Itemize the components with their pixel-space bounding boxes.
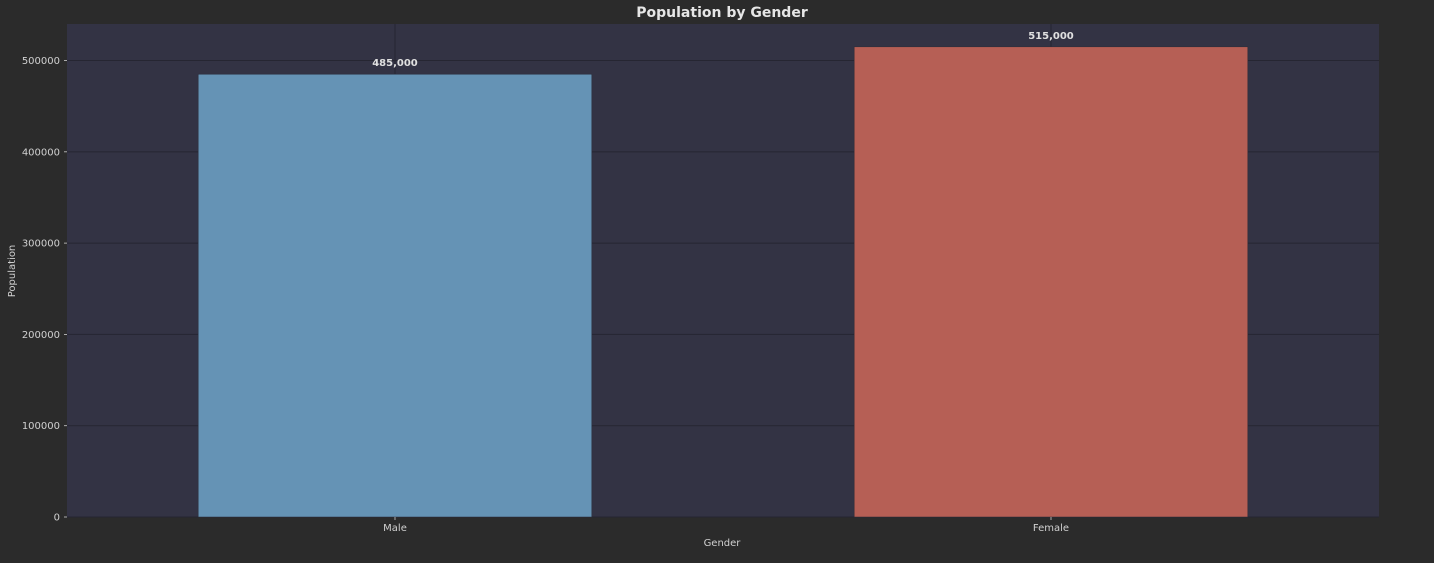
x-axis-ticks: Male Female [383, 517, 1069, 534]
x-tick-label-female: Female [1033, 523, 1069, 534]
y-tick-label: 200000 [22, 330, 60, 341]
data-label-female: 515,000 [1028, 31, 1074, 42]
data-labels: 485,000 515,000 [372, 31, 1074, 69]
data-label-male: 485,000 [372, 58, 418, 69]
y-axis-ticks: 0 100000 200000 300000 400000 500000 [22, 56, 67, 524]
x-tick-label-male: Male [383, 523, 407, 534]
y-axis-label: Population [7, 245, 18, 298]
y-tick-label: 300000 [22, 239, 60, 250]
y-tick-label: 400000 [22, 147, 60, 158]
y-tick-label: 100000 [22, 421, 60, 432]
y-tick-label: 0 [54, 513, 60, 524]
bar-male [197, 73, 593, 518]
bar-female [853, 46, 1249, 518]
bars [197, 46, 1249, 518]
chart-title: Population by Gender [636, 5, 808, 21]
x-axis-label: Gender [704, 538, 742, 549]
y-tick-label: 500000 [22, 56, 60, 67]
